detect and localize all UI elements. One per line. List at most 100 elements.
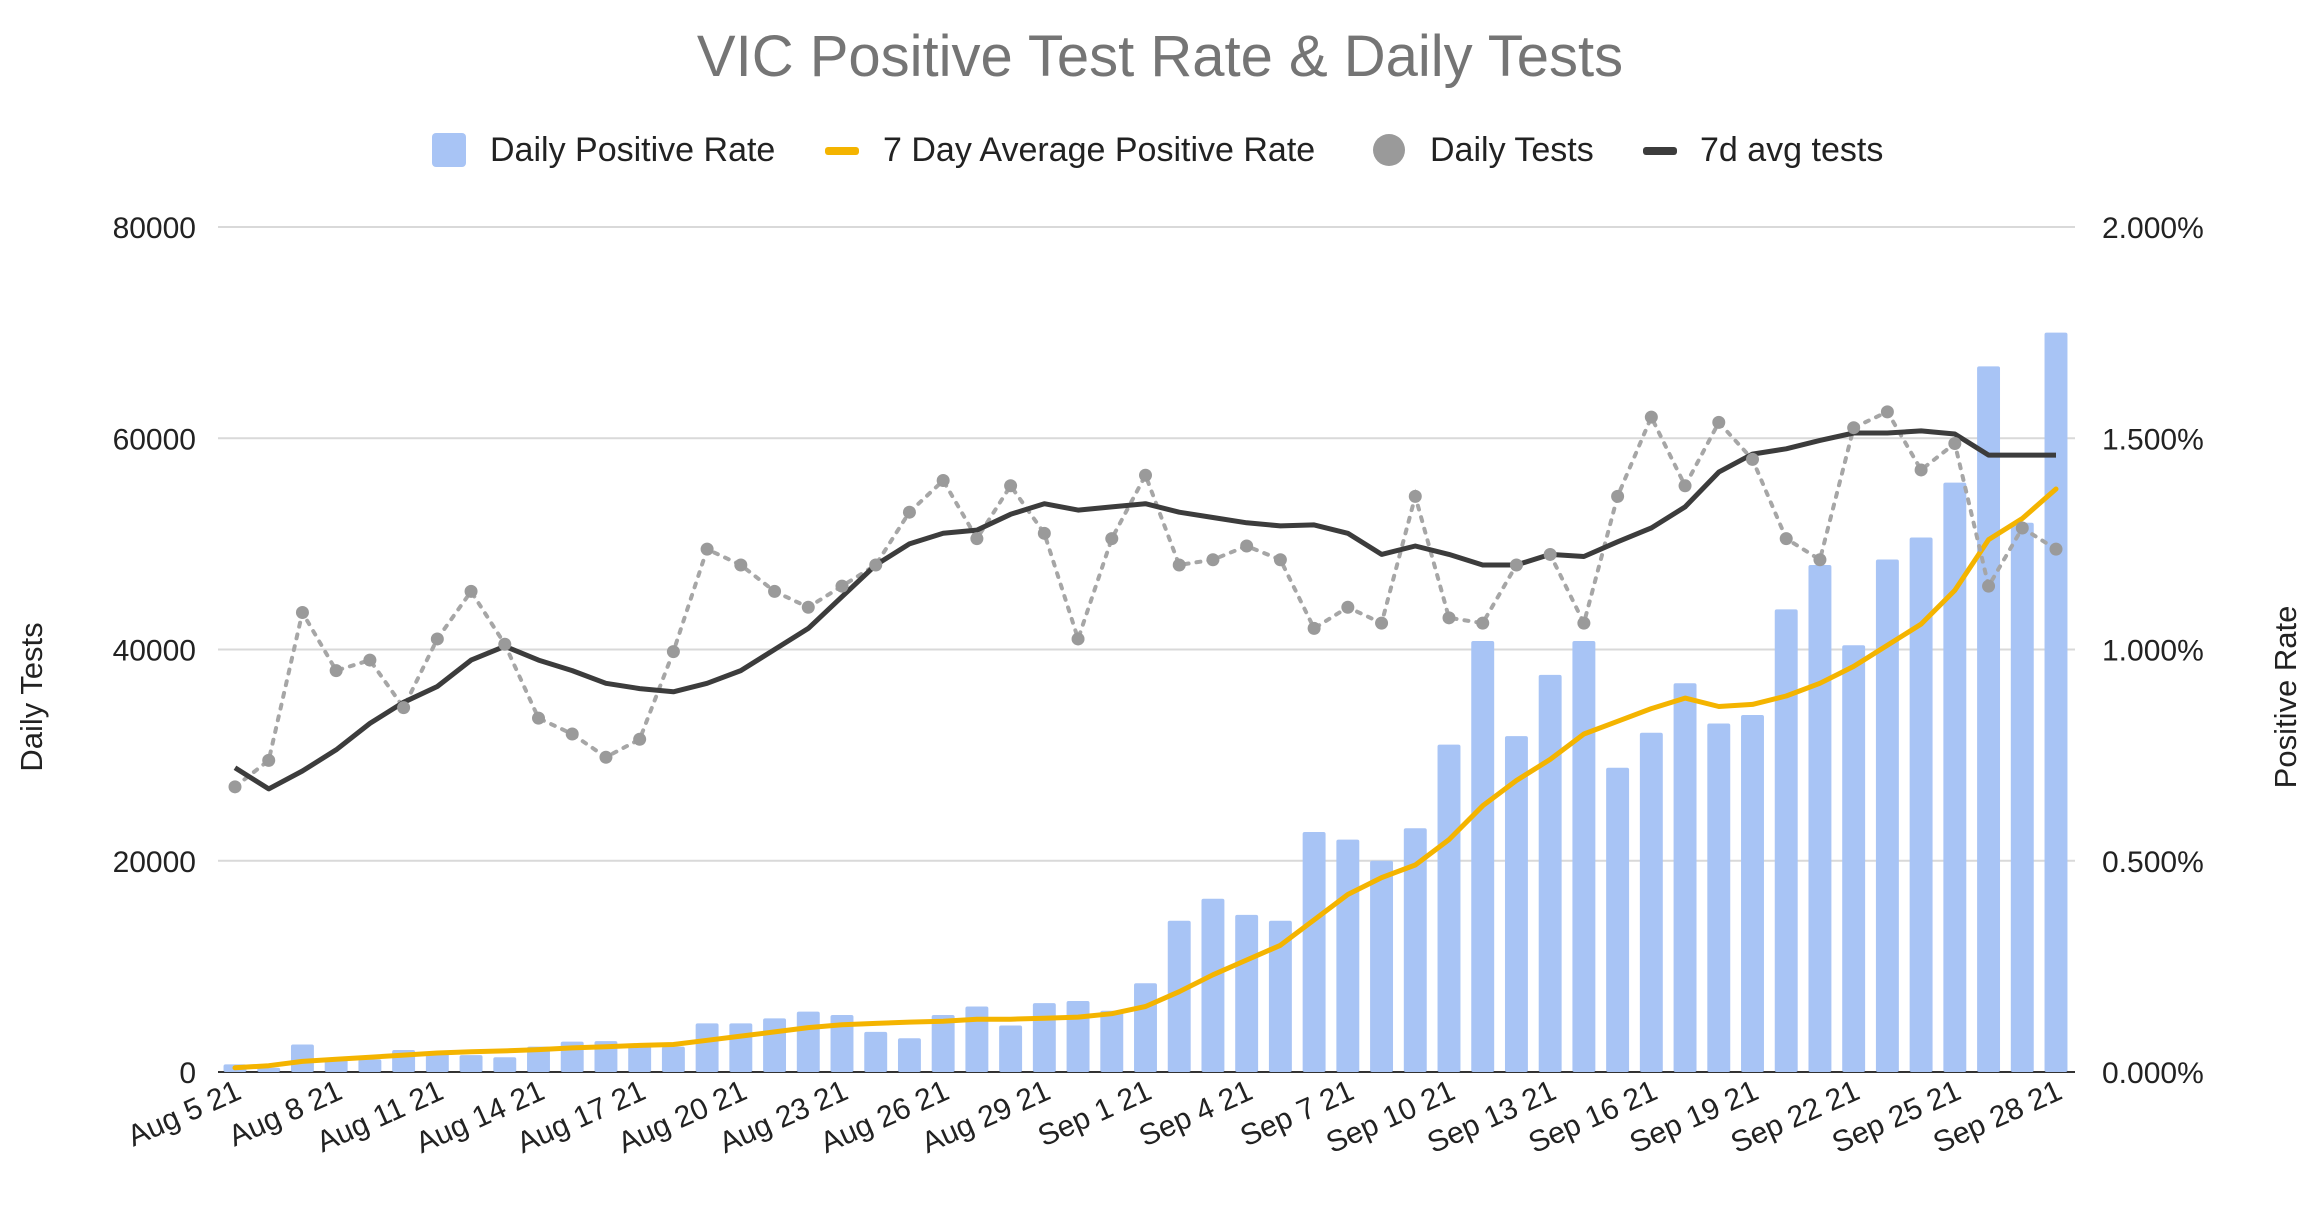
point-daily-tests bbox=[1948, 437, 1962, 451]
x-tick-label: Sep 4 21 bbox=[1134, 1074, 1257, 1153]
point-daily-tests bbox=[397, 701, 411, 715]
bar-daily-positive-rate bbox=[1268, 920, 1292, 1072]
right-tick-label: 0.500% bbox=[2102, 846, 2204, 879]
left-tick-label: 80000 bbox=[113, 212, 196, 245]
bar-daily-positive-rate bbox=[459, 1055, 483, 1072]
legend-item-daily-positive-rate[interactable]: Daily Positive Rate bbox=[432, 131, 775, 169]
point-daily-tests bbox=[1307, 621, 1321, 635]
bar-daily-positive-rate bbox=[1167, 920, 1191, 1072]
point-daily-tests bbox=[329, 664, 343, 678]
bar-daily-positive-rate bbox=[628, 1044, 652, 1072]
point-daily-tests bbox=[1476, 616, 1490, 630]
bar-daily-positive-rate bbox=[1302, 832, 1326, 1072]
bar-daily-positive-rate bbox=[1370, 860, 1394, 1072]
point-daily-tests bbox=[768, 584, 782, 598]
x-tick-label: Sep 1 21 bbox=[1033, 1074, 1156, 1153]
right-tick-label: 1.000% bbox=[2102, 635, 2204, 668]
point-daily-tests bbox=[1880, 405, 1894, 419]
point-daily-tests bbox=[1509, 558, 1523, 572]
gridlines bbox=[218, 226, 2075, 1073]
bar-daily-positive-rate bbox=[763, 1018, 787, 1072]
bar-daily-positive-rate bbox=[1943, 482, 1967, 1072]
bar-daily-positive-rate bbox=[1437, 744, 1461, 1072]
bar-daily-positive-rate bbox=[358, 1059, 382, 1072]
right-tick-label: 1.500% bbox=[2102, 423, 2204, 456]
legend-item-7d-avg-tests[interactable]: 7d avg tests bbox=[1643, 131, 1883, 169]
bar-daily-positive-rate bbox=[1977, 366, 2001, 1072]
bar-daily-positive-rate bbox=[661, 1046, 685, 1072]
point-daily-tests bbox=[262, 753, 276, 767]
bar-daily-positive-rate bbox=[324, 1059, 348, 1072]
bar-daily-positive-rate bbox=[1606, 767, 1630, 1072]
left-tick-label: 0 bbox=[179, 1057, 196, 1090]
bar-daily-positive-rate bbox=[2010, 522, 2034, 1072]
bar-daily-positive-rate bbox=[1538, 674, 1562, 1072]
bar-daily-positive-rate bbox=[1808, 565, 1832, 1072]
point-daily-tests bbox=[666, 645, 680, 659]
point-daily-tests bbox=[1577, 616, 1591, 630]
point-daily-tests bbox=[869, 558, 883, 572]
bar-daily-positive-rate bbox=[527, 1046, 550, 1072]
bar-daily-positive-rate bbox=[1842, 645, 1866, 1072]
legend-item-7-day-average-positive-rate[interactable]: 7 Day Average Positive Rate bbox=[825, 131, 1315, 169]
point-daily-tests bbox=[1644, 410, 1658, 424]
point-daily-tests bbox=[599, 750, 613, 764]
point-daily-tests bbox=[1071, 632, 1085, 646]
point-daily-tests bbox=[1678, 479, 1692, 493]
point-daily-tests bbox=[1543, 547, 1557, 561]
bar-daily-positive-rate bbox=[2044, 332, 2068, 1072]
bar-series-daily-positive-rate bbox=[223, 332, 2068, 1072]
legend-label-daily-positive-rate: Daily Positive Rate bbox=[490, 131, 775, 169]
bar-daily-positive-rate bbox=[999, 1025, 1023, 1072]
point-daily-tests bbox=[1442, 611, 1456, 625]
legend-swatch-7d-avg-tests bbox=[1643, 147, 1677, 155]
bar-daily-positive-rate bbox=[931, 1014, 955, 1072]
bar-daily-positive-rate bbox=[965, 1006, 989, 1072]
point-daily-tests bbox=[565, 727, 579, 741]
scatter-series-daily-tests bbox=[228, 405, 2063, 794]
point-daily-tests bbox=[902, 505, 916, 519]
legend-label-7-day-average: 7 Day Average Positive Rate bbox=[883, 131, 1315, 169]
bar-daily-positive-rate bbox=[1504, 736, 1528, 1072]
bar-daily-positive-rate bbox=[1673, 683, 1697, 1072]
point-daily-tests bbox=[1982, 579, 1996, 593]
point-daily-tests bbox=[1273, 553, 1287, 567]
bar-daily-positive-rate bbox=[1572, 641, 1596, 1072]
bar-daily-positive-rate bbox=[1875, 559, 1899, 1072]
point-daily-tests bbox=[1813, 553, 1827, 567]
bar-daily-positive-rate bbox=[1639, 732, 1663, 1072]
point-daily-tests bbox=[1037, 526, 1051, 540]
left-tick-label: 60000 bbox=[113, 423, 196, 456]
bar-daily-positive-rate bbox=[493, 1057, 517, 1072]
point-daily-tests bbox=[228, 780, 242, 794]
point-daily-tests bbox=[464, 584, 478, 598]
point-daily-tests bbox=[295, 606, 309, 620]
bar-daily-positive-rate bbox=[830, 1014, 854, 1072]
bar-daily-positive-rate bbox=[1741, 714, 1764, 1072]
point-daily-tests bbox=[1139, 468, 1152, 482]
legend-swatch-daily-tests bbox=[1373, 134, 1405, 166]
point-daily-tests bbox=[1341, 600, 1355, 614]
point-daily-tests bbox=[936, 474, 950, 487]
point-daily-tests bbox=[2049, 542, 2063, 556]
bar-daily-positive-rate bbox=[257, 1067, 281, 1072]
point-daily-tests bbox=[633, 732, 647, 746]
point-daily-tests bbox=[801, 600, 815, 614]
point-daily-tests bbox=[1004, 479, 1018, 493]
legend-label-daily-tests: Daily Tests bbox=[1430, 131, 1594, 169]
bar-daily-positive-rate bbox=[1471, 641, 1495, 1072]
point-daily-tests bbox=[1375, 616, 1389, 630]
point-daily-tests bbox=[1847, 421, 1861, 435]
point-daily-tests bbox=[1611, 489, 1625, 503]
legend-item-daily-tests[interactable]: Daily Tests bbox=[1373, 131, 1594, 169]
bar-daily-positive-rate bbox=[1707, 723, 1731, 1072]
right-tick-label: 0.000% bbox=[2102, 1057, 2204, 1090]
bar-daily-positive-rate bbox=[1201, 898, 1225, 1072]
point-daily-tests bbox=[430, 632, 444, 646]
bar-daily-positive-rate bbox=[1774, 609, 1798, 1072]
bar-daily-positive-rate bbox=[1100, 1010, 1124, 1072]
bar-daily-positive-rate bbox=[1032, 1003, 1056, 1072]
bar-daily-positive-rate bbox=[1909, 537, 1933, 1072]
